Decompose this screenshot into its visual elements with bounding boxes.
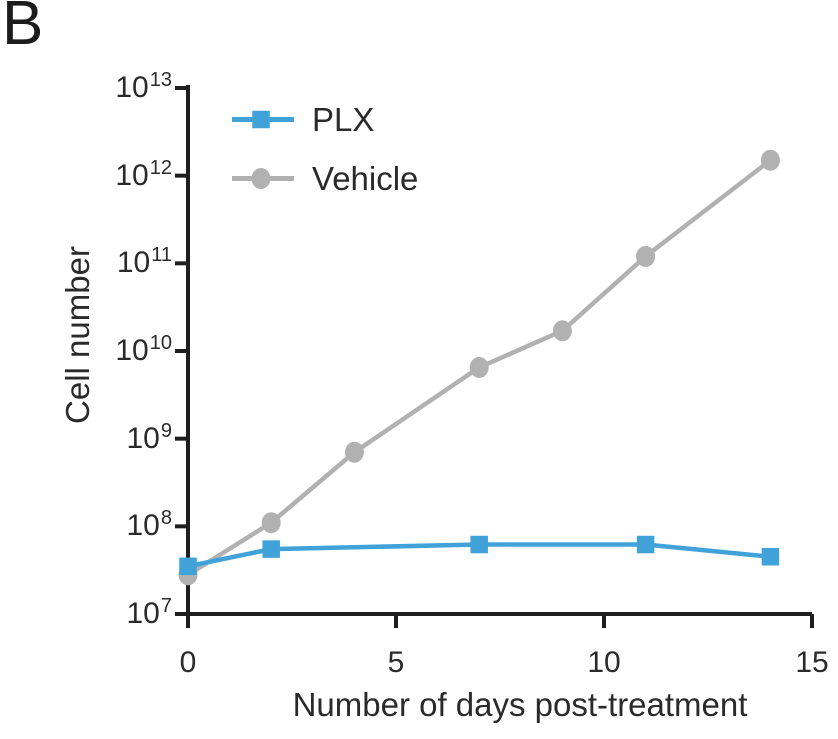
y-tick-label: 1012	[115, 156, 172, 192]
x-tick-label: 0	[179, 646, 197, 679]
legend-label-plx: PLX	[312, 100, 375, 138]
legend-item-plx: PLX	[232, 90, 418, 149]
x-tick-label: 10	[587, 646, 621, 679]
y-tick-label: 108	[126, 507, 173, 543]
y-tick-label: 1011	[116, 244, 172, 280]
x-axis-title: Number of days post-treatment	[292, 686, 748, 723]
legend: PLX Vehicle	[232, 90, 418, 208]
x-tick-label: 15	[795, 646, 829, 679]
legend-label-vehicle: Vehicle	[312, 159, 419, 197]
x-tick-label: 5	[387, 646, 405, 679]
legend-item-vehicle: Vehicle	[232, 149, 418, 208]
vehicle-series-marker-icon	[232, 168, 294, 189]
y-tick-label: 1010	[115, 332, 172, 367]
plx-series-marker-icon	[232, 110, 294, 129]
y-tick-label: 1013	[115, 69, 172, 104]
y-tick-label: 109	[126, 419, 173, 455]
y-tick-label: 107	[126, 595, 173, 630]
panel-label: B	[2, 0, 44, 58]
